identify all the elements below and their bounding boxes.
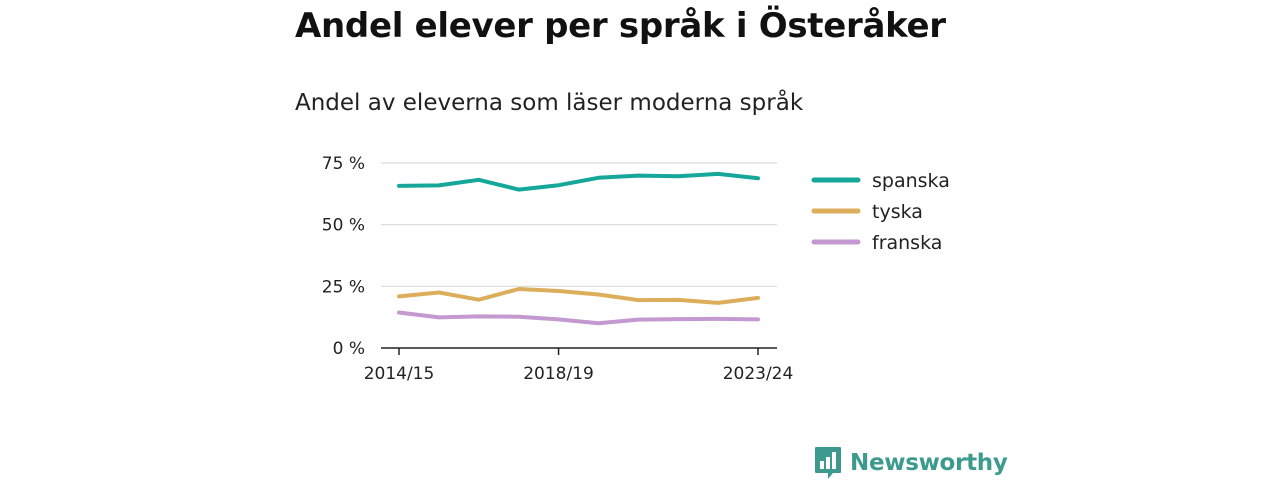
y-tick-label: 0 %	[333, 339, 365, 359]
x-tick-label: 2018/19	[523, 364, 594, 384]
series-line-tyska	[397, 287, 760, 305]
x-tick-label: 2014/15	[364, 364, 435, 384]
chart-subtitle: Andel av eleverna som läser moderna språ…	[295, 90, 804, 116]
x-tick-label: 2023/24	[723, 364, 794, 384]
y-tick-label: 50 %	[322, 216, 365, 236]
series-line-franska	[397, 310, 760, 326]
grid-lines	[381, 162, 777, 287]
brand-name: Newsworthy	[850, 450, 1008, 476]
bar-chart-speech-bubble-icon	[815, 447, 841, 479]
chart-title: Andel elever per språk i Österåker	[295, 6, 946, 46]
series-line-spanska	[397, 171, 760, 192]
line-chart: 0 % 25 % 50 % 75 % 2014/15 2018/19 2023/24 spa…	[322, 154, 950, 384]
legend-label-tyska: tyska	[872, 201, 923, 223]
axes: 0 % 25 % 50 % 75 % 2014/15 2018/19 2023/24	[322, 154, 794, 384]
y-tick-label: 75 %	[322, 154, 365, 174]
legend: spanska tyska franska	[811, 170, 950, 254]
series-lines	[397, 171, 760, 326]
legend-label-franska: franska	[872, 232, 942, 254]
y-tick-label: 25 %	[322, 277, 365, 297]
brand-logo: Newsworthy	[814, 446, 1008, 480]
legend-label-spanska: spanska	[872, 170, 950, 192]
